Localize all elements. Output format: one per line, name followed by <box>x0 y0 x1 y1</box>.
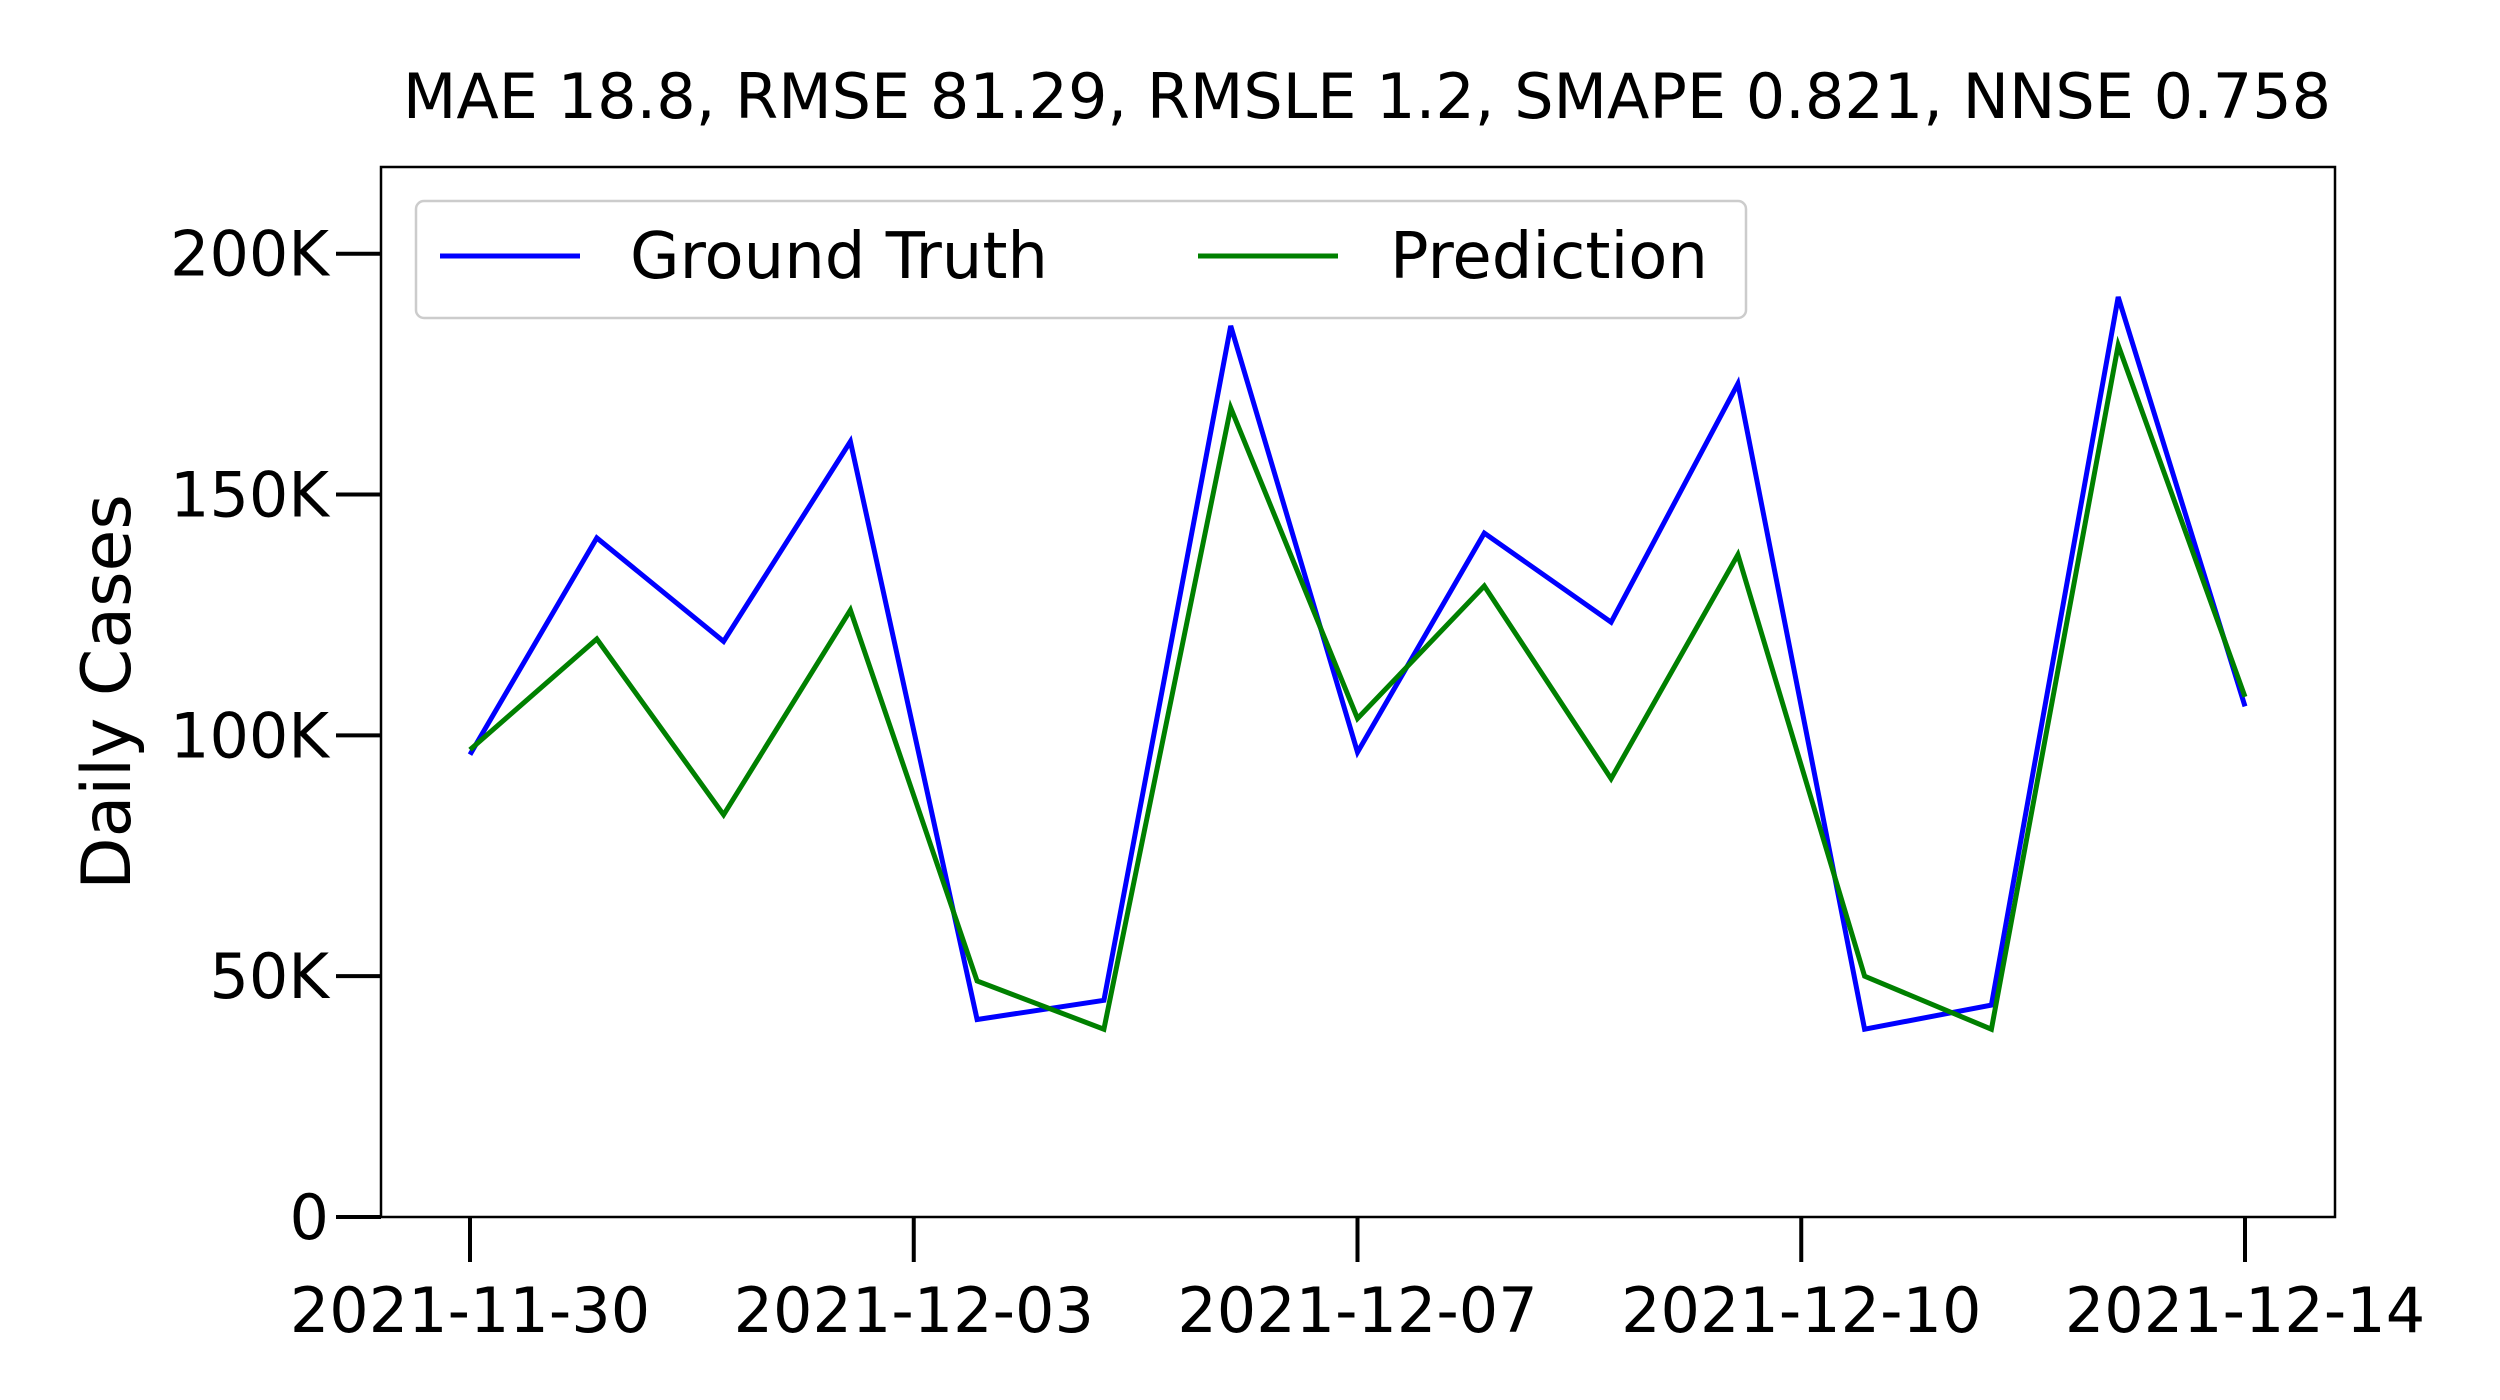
chart-title: MAE 18.8, RMSE 81.29, RMSLE 1.2, SMAPE 0… <box>403 60 2331 133</box>
x-axis: 2021-11-30 2021-12-03 2021-12-07 2021-12-10… <box>290 1217 2425 1347</box>
x-tick-label: 2021-12-14 <box>2065 1274 2425 1347</box>
x-tick-label: 2021-11-30 <box>290 1274 650 1347</box>
legend: Ground Truth Prediction <box>414 199 1748 320</box>
y-tick-label: 150K <box>170 459 330 532</box>
y-tick-label: 200K <box>170 218 330 291</box>
y-tick-label: 100K <box>170 699 330 772</box>
y-tick-label: 50K <box>209 940 330 1013</box>
y-axis: 0 50K 100K 150K 200K <box>170 218 381 1254</box>
x-tick-label: 2021-12-07 <box>1177 1274 1537 1347</box>
legend-label: Ground Truth <box>630 220 1048 294</box>
x-tick-label: 2021-12-03 <box>734 1274 1094 1347</box>
y-tick-label: 0 <box>290 1181 329 1254</box>
series-lines <box>467 296 2248 1033</box>
plot-area-frame <box>379 165 2337 1219</box>
y-axis-label: Daily Cases <box>68 494 147 890</box>
x-tick-label: 2021-12-10 <box>1621 1274 1981 1347</box>
series-line-ground-truth <box>467 296 2248 1033</box>
legend-box <box>414 199 1748 320</box>
legend-label: Prediction <box>1390 220 1708 294</box>
series-line-prediction <box>468 335 2248 1033</box>
